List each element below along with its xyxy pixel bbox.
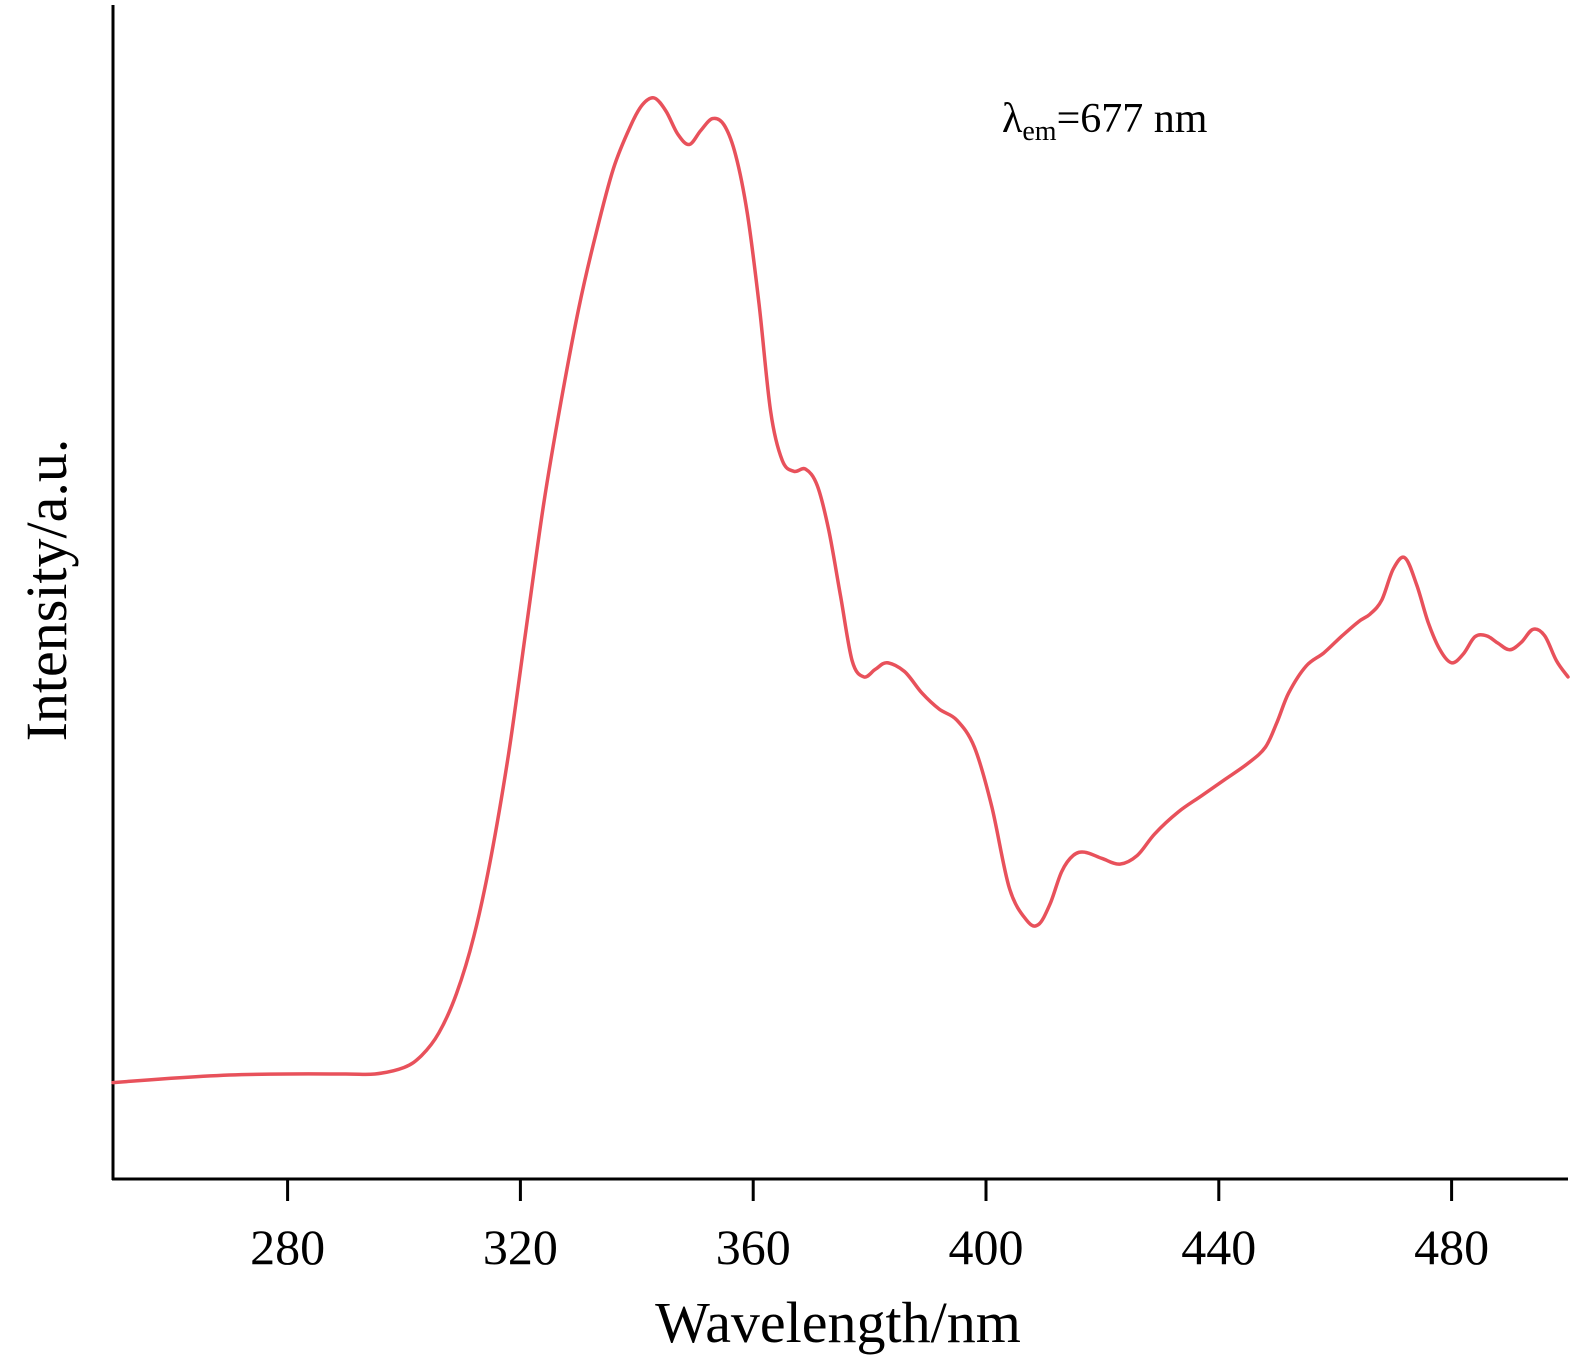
x-tick-label: 280 [250, 1219, 325, 1275]
annotation-subscript: em [1022, 116, 1056, 147]
annotation-text: =677 nm [1057, 96, 1208, 142]
annotation-symbol: λ [1002, 96, 1023, 142]
y-axis-label: Intensity/a.u. [14, 439, 79, 742]
plot-area: 280 320 360 400 440 480 [111, 5, 1570, 1275]
x-ticks: 280 320 360 400 440 480 [250, 1179, 1489, 1275]
x-tick-label: 360 [716, 1219, 791, 1275]
x-axis-label: Wavelength/nm [655, 1290, 1021, 1355]
x-tick-label: 440 [1181, 1219, 1256, 1275]
x-tick-label: 400 [949, 1219, 1024, 1275]
x-tick-label: 480 [1414, 1219, 1489, 1275]
series-line [111, 96, 1570, 1085]
annotation-label: λem=677 nm [1002, 96, 1208, 147]
x-tick-label: 320 [483, 1219, 558, 1275]
